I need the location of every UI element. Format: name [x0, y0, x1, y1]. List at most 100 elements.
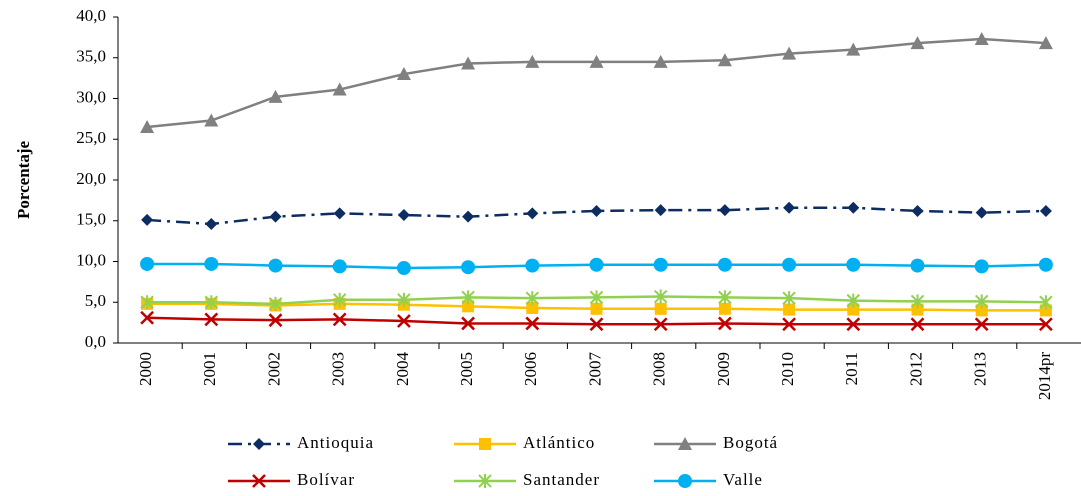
- y-tick-label: 10,0: [76, 250, 106, 269]
- x-tick-label: 2014pr: [1035, 352, 1054, 401]
- data-point: [1039, 295, 1053, 310]
- data-point: [332, 292, 347, 307]
- data-point: [718, 290, 732, 305]
- legend-marker: [252, 474, 266, 488]
- data-point: [846, 257, 861, 272]
- data-point: [589, 54, 604, 68]
- data-point: [141, 213, 154, 226]
- data-point: [140, 310, 154, 325]
- data-point: [718, 316, 732, 331]
- data-point: [204, 113, 219, 127]
- y-tick-label: 20,0: [76, 169, 106, 188]
- x-tick-label: 2004: [393, 352, 412, 387]
- data-point: [589, 257, 604, 272]
- data-point: [974, 259, 989, 274]
- data-point: [783, 303, 796, 316]
- data-point: [589, 290, 604, 305]
- legend-marker: [478, 474, 492, 488]
- data-point: [525, 291, 540, 306]
- x-tick-label: 2012: [906, 352, 925, 386]
- data-point: [975, 304, 988, 317]
- legend-label: Bogotá: [723, 433, 778, 452]
- series-line: [146, 37, 1046, 129]
- data-point: [782, 291, 796, 306]
- x-tick-label: 2001: [200, 352, 219, 386]
- data-point: [846, 317, 861, 332]
- data-point: [974, 294, 989, 309]
- data-point: [397, 314, 411, 328]
- data-point: [269, 210, 282, 223]
- data-point: [974, 317, 989, 332]
- data-point: [717, 53, 732, 67]
- x-tick-label: 2002: [264, 352, 283, 386]
- x-tick-label: 2007: [585, 352, 604, 387]
- data-point: [204, 312, 219, 327]
- data-point: [1039, 204, 1052, 217]
- data-point: [526, 301, 539, 314]
- data-point: [205, 218, 218, 231]
- legend-marker: [479, 438, 491, 450]
- data-point: [525, 258, 540, 273]
- data-point: [911, 303, 924, 316]
- data-point: [397, 209, 410, 222]
- x-tick-label: 2000: [136, 352, 155, 386]
- x-tick-label: 2005: [457, 352, 476, 386]
- data-point: [268, 313, 283, 328]
- y-tick-label: 0,0: [85, 332, 106, 351]
- data-point: [910, 317, 925, 332]
- data-point: [396, 261, 411, 276]
- legend-marker: [678, 474, 692, 488]
- data-point: [332, 82, 347, 96]
- data-point: [653, 54, 668, 68]
- legend-label: Antioquia: [297, 433, 374, 452]
- legend-marker: [253, 438, 265, 450]
- data-point: [782, 46, 797, 60]
- data-point: [332, 312, 347, 327]
- data-point: [140, 256, 155, 271]
- data-point: [140, 295, 154, 310]
- y-tick-label: 15,0: [76, 210, 106, 229]
- data-point: [268, 89, 283, 103]
- data-point: [204, 256, 219, 271]
- y-axis-label: Porcentaje: [14, 141, 33, 219]
- y-tick-label: 35,0: [76, 47, 106, 66]
- x-tick-label: 2009: [714, 352, 733, 386]
- data-point: [268, 296, 283, 311]
- data-point: [975, 206, 988, 219]
- data-point: [847, 303, 860, 316]
- legend-label: Bolívar: [297, 470, 355, 489]
- series-line: [147, 206, 1046, 226]
- data-point: [332, 259, 347, 274]
- data-point: [204, 295, 219, 310]
- y-tick-label: 5,0: [85, 291, 106, 310]
- data-point: [846, 42, 861, 56]
- data-point: [653, 317, 668, 332]
- data-point: [268, 258, 283, 273]
- data-point: [653, 257, 668, 272]
- data-point: [461, 316, 475, 331]
- data-point: [653, 289, 668, 304]
- data-point: [910, 36, 925, 50]
- legend-label: Atlántico: [523, 433, 595, 452]
- data-point: [333, 207, 346, 220]
- legend-marker: [678, 437, 692, 450]
- y-tick-label: 30,0: [76, 87, 106, 106]
- data-point: [461, 290, 475, 305]
- data-point: [717, 257, 732, 272]
- data-point: [1038, 257, 1053, 272]
- data-point: [140, 120, 155, 134]
- data-point: [526, 207, 539, 220]
- x-tick-label: 2011: [842, 352, 861, 385]
- data-point: [911, 204, 924, 217]
- data-point: [590, 302, 603, 315]
- data-point: [846, 293, 861, 308]
- data-point: [718, 302, 731, 315]
- legend-label: Santander: [523, 470, 600, 489]
- data-point: [396, 67, 411, 81]
- data-point: [974, 32, 989, 46]
- data-point: [1039, 317, 1053, 332]
- data-point: [461, 56, 476, 70]
- data-point: [654, 204, 667, 217]
- data-point: [589, 317, 604, 332]
